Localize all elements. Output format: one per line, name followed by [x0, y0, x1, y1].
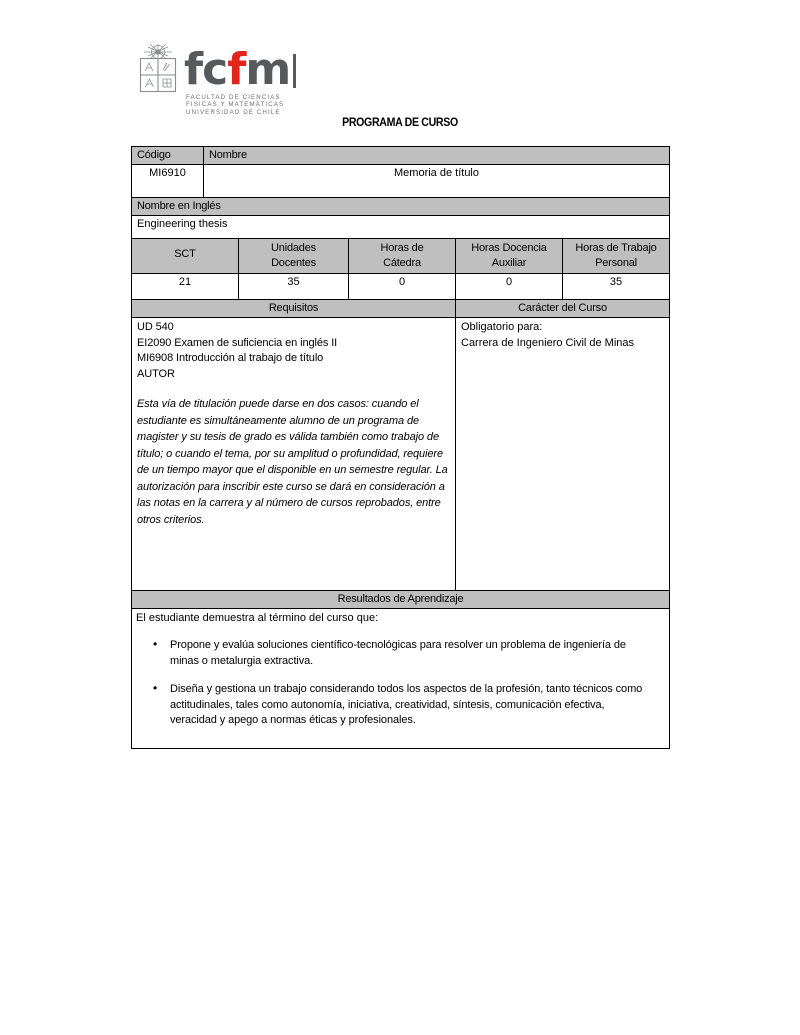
credits-header-horas-docencia-auxiliar-line2: Auxiliar [491, 257, 527, 269]
wordmark-letter-f1: f [184, 44, 203, 95]
list-item: Propone y evalúa soluciones científico-t… [153, 637, 669, 669]
requisito-line-1: UD 540 [137, 321, 174, 333]
credits-header-sct: SCT [131, 238, 239, 274]
table-row-resultados-header: Resultados de Aprendizaje [130, 590, 671, 609]
credits-header-unidades-docentes-line2: Docentes [271, 257, 316, 269]
credits-header-horas-catedra-line2: Cátedra [383, 257, 421, 269]
credits-header-unidades-docentes: Unidades Docentes [238, 238, 349, 274]
requisitos-cell: UD 540 EI2090 Examen de suficiencia en i… [131, 317, 456, 591]
nombre-header: Nombre [202, 146, 671, 165]
requisitos-header: Requisitos [131, 299, 456, 318]
logo-subtitle-line-3: UNIVERSIDAD DE CHILE [186, 108, 281, 116]
table-row-nombre-ingles-header: Nombre en Inglés [130, 197, 671, 216]
fcfm-logo: fcfm FACULTAD DE CIENCIAS FISICAS Y MATE… [136, 42, 376, 116]
credits-header-horas-trabajo-personal: Horas de Trabajo Personal [561, 238, 671, 274]
resultados-header: Resultados de Aprendizaje [130, 590, 671, 609]
credits-value-horas-docencia-auxiliar: 0 [455, 273, 563, 300]
wordmark-letter-f2: f [227, 44, 246, 95]
course-program-table: Código Nombre MI6910 Memoria de título N… [130, 146, 671, 749]
table-row-codigo-header: Código Nombre [131, 146, 671, 165]
caracter-line-1: Obligatorio para: [461, 321, 543, 333]
requisitos-note: Esta vía de titulación puede darse en do… [137, 398, 448, 526]
table-row-credits-values: 21 35 0 0 35 [131, 273, 671, 300]
credits-value-sct: 21 [131, 273, 239, 300]
caracter-list: Obligatorio para: Carrera de Ingeniero C… [461, 320, 664, 351]
caracter-cell: Obligatorio para: Carrera de Ingeniero C… [454, 317, 671, 591]
fcfm-wordmark: fcfm [184, 48, 297, 92]
credits-header-horas-catedra: Horas de Cátedra [348, 238, 456, 274]
requisito-line-3: MI6908 Introducción al trabajo de título [137, 352, 324, 364]
table-row-credits-header: SCT Unidades Docentes Horas de Cátedra H… [131, 238, 671, 274]
requisitos-list: UD 540 EI2090 Examen de suficiencia en i… [137, 320, 450, 528]
credits-header-horas-catedra-line1: Horas de [380, 242, 424, 254]
logo-subtitle-line-1: FACULTAD DE CIENCIAS [186, 94, 281, 101]
caracter-line-2: Carrera de Ingeniero Civil de Minas [461, 336, 635, 349]
universidad-de-chile-crest-icon [139, 43, 177, 93]
requisito-line-4: AUTOR [137, 367, 175, 380]
nombre-value: Memoria de título [202, 164, 671, 198]
nombre-ingles-header: Nombre en Inglés [130, 197, 671, 216]
requisito-line-2: EI2090 Examen de suficiencia en inglés I… [137, 336, 338, 349]
table-row-requisitos-header: Requisitos Carácter del Curso [131, 299, 671, 318]
resultados-list: Propone y evalúa soluciones científico-t… [132, 637, 669, 729]
resultados-intro: El estudiante demuestra al término del c… [136, 612, 379, 624]
table-row-requisitos-body: UD 540 EI2090 Examen de suficiencia en i… [131, 317, 671, 591]
table-row-nombre-ingles-value: Engineering thesis [130, 215, 671, 239]
caracter-header: Carácter del Curso [454, 299, 671, 318]
page-title: PROGRAMA DE CURSO [342, 117, 458, 129]
nombre-ingles-value: Engineering thesis [130, 215, 671, 239]
credits-value-unidades-docentes: 35 [238, 273, 349, 300]
credits-header-horas-docencia-auxiliar: Horas Docencia Auxiliar [455, 238, 563, 274]
credits-value-horas-trabajo-personal: 35 [561, 273, 671, 300]
credits-header-unidades-docentes-line1: Unidades [271, 242, 316, 254]
wordmark-letter-c: c [202, 44, 228, 95]
credits-header-horas-docencia-auxiliar-line1: Horas Docencia [471, 242, 547, 254]
logo-subtitle-line-2: FISICAS Y MATEMATICAS [186, 101, 285, 109]
logo-subtitle: FACULTAD DE CIENCIAS FISICAS Y MATEMATIC… [186, 94, 284, 116]
credits-header-horas-trabajo-personal-line2: Personal [595, 257, 637, 269]
codigo-value: MI6910 [131, 164, 204, 198]
resultados-cell: El estudiante demuestra al término del c… [130, 608, 671, 749]
credits-value-horas-catedra: 0 [348, 273, 456, 300]
table-row-resultados-body: El estudiante demuestra al término del c… [130, 608, 671, 749]
credits-header-sct-line1: SCT [174, 248, 196, 260]
wordmark-letter-m: m [245, 44, 291, 95]
credits-header-horas-trabajo-personal-line1: Horas de Trabajo [575, 242, 657, 254]
wordmark-bar [293, 54, 297, 88]
list-item: Diseña y gestiona un trabajo considerand… [153, 681, 669, 729]
codigo-header: Código [131, 146, 204, 165]
table-row-codigo-value: MI6910 Memoria de título [131, 164, 671, 198]
